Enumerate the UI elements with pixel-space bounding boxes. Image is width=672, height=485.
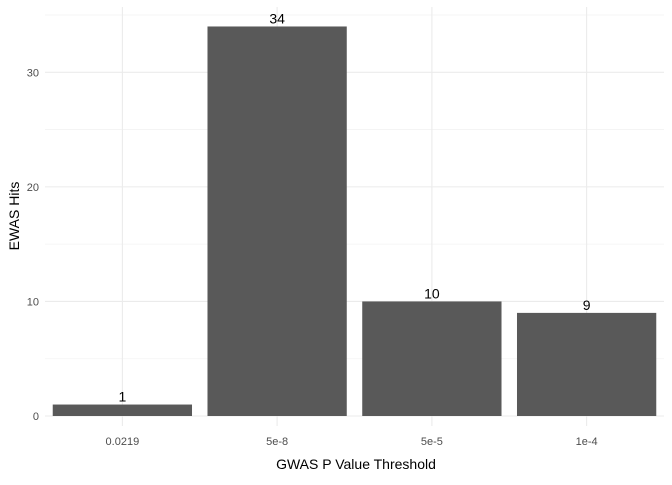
data-label-0.0219: 1 [118,389,126,405]
x-tick-label: 5e-5 [421,436,443,448]
data-label-5e-8: 34 [269,10,285,26]
y-axis-title: EWAS Hits [6,182,22,251]
y-tick-label: 10 [27,296,39,308]
bar-1e-4 [516,312,657,416]
y-tick-label: 30 [27,67,39,79]
data-labels: 1 34 10 9 [118,10,590,404]
bars [52,26,657,416]
x-tick-label: 1e-4 [576,436,598,448]
x-axis-title: GWAS P Value Threshold [276,456,436,472]
x-tick-label: 0.0219 [106,436,140,448]
y-axis-ticks: 0 10 20 30 [27,67,39,423]
bar-0.0219 [52,404,193,416]
y-tick-label: 0 [33,411,39,423]
bar-5e-5 [362,301,502,416]
y-tick-label: 20 [27,182,39,194]
x-axis-ticks: 0.0219 5e-8 5e-5 1e-4 [106,436,598,448]
data-label-1e-4: 9 [583,297,591,313]
data-label-5e-5: 10 [424,285,440,301]
x-tick-label: 5e-8 [266,436,288,448]
bar-5e-8 [207,26,347,416]
